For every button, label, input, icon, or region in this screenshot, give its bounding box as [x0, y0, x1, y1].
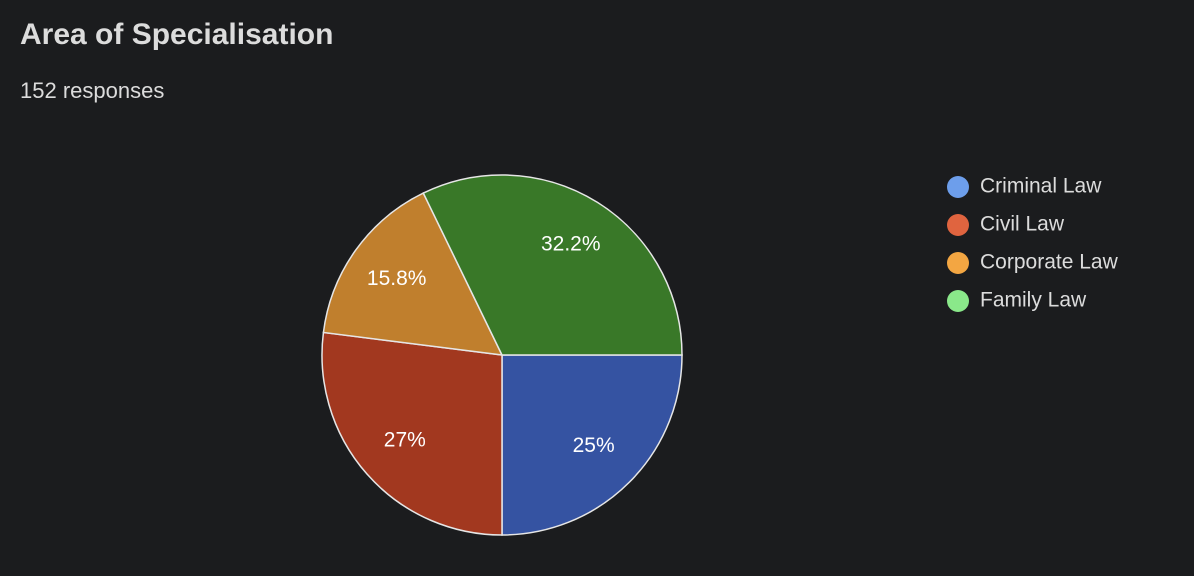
chart-subtitle: 152 responses	[20, 78, 164, 103]
pie-slice	[321, 331, 503, 536]
legend-swatch	[947, 252, 969, 274]
legend-label: Civil Law	[980, 213, 1065, 236]
slice-label: 27%	[384, 428, 426, 451]
slice-label: 32.2%	[541, 233, 601, 256]
legend-swatch	[947, 176, 969, 198]
pie-slice	[501, 354, 683, 536]
legend-swatch	[947, 290, 969, 312]
pie-slice	[422, 174, 683, 356]
pie-slice	[322, 192, 504, 356]
slice-label: 15.8%	[367, 267, 427, 290]
legend-swatch	[947, 214, 969, 236]
slice-label: 25%	[573, 434, 615, 457]
legend-label: Corporate Law	[980, 251, 1119, 274]
legend-label: Family Law	[980, 289, 1087, 312]
chart-title: Area of Specialisation	[20, 18, 333, 51]
legend-label: Criminal Law	[980, 175, 1102, 198]
